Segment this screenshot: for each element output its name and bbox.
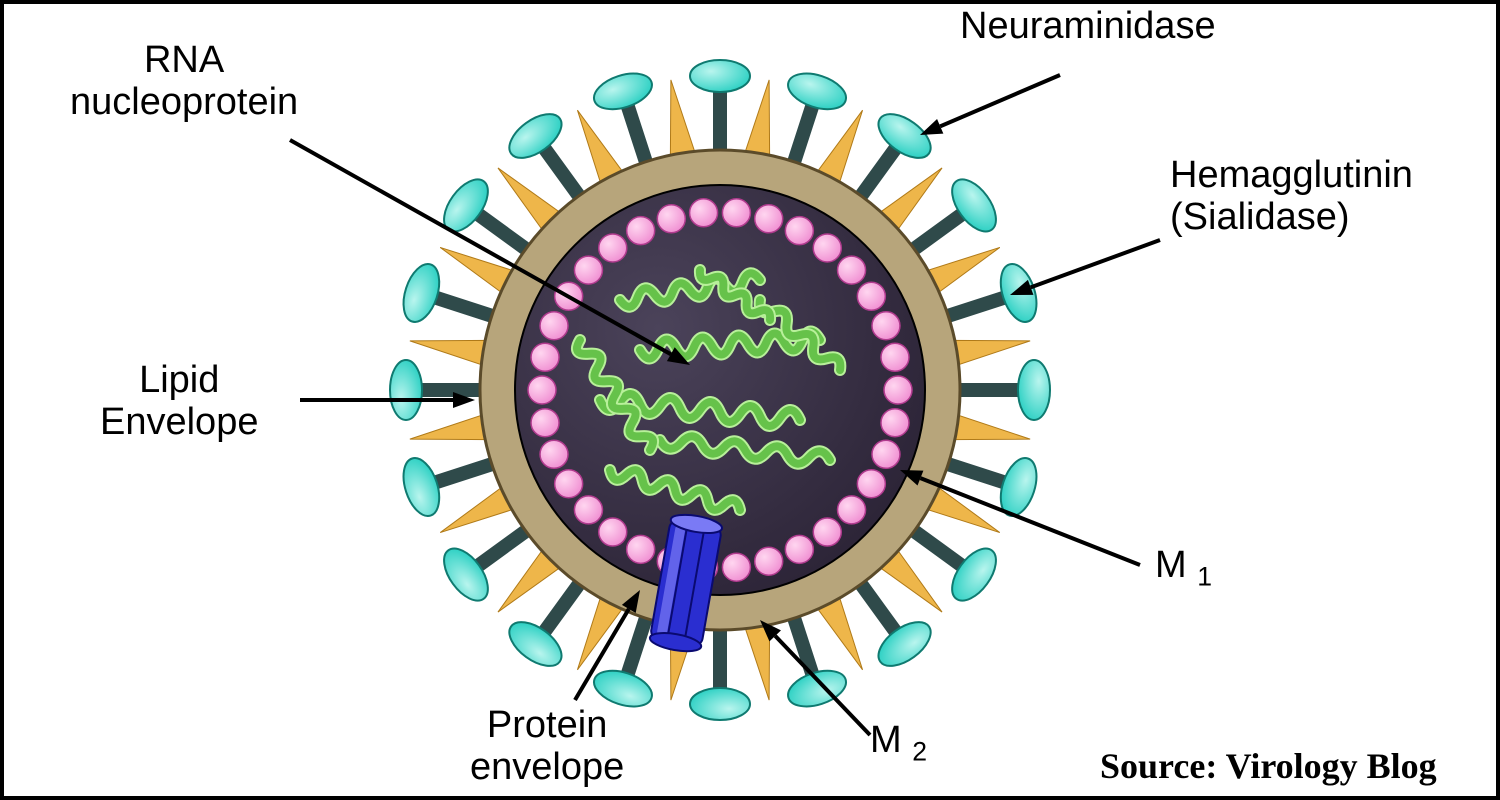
m1-bead xyxy=(540,440,568,468)
label-m1: M 1 xyxy=(1155,545,1212,592)
m1-bead xyxy=(722,553,750,581)
label-rna: RNA nucleoprotein xyxy=(70,40,298,124)
hemagglutinin-spike xyxy=(950,340,1030,366)
hemagglutinin-spike xyxy=(410,340,490,366)
label-neuraminidase: Neuraminidase xyxy=(960,6,1216,48)
neuraminidase-stalk xyxy=(861,584,895,631)
neuraminidase-stalk xyxy=(437,298,492,316)
m1-bead xyxy=(531,343,559,371)
neuraminidase-stalk xyxy=(948,464,1003,482)
neuraminidase-head xyxy=(397,259,446,326)
m1-bead xyxy=(722,199,750,227)
neuraminidase-stalk xyxy=(628,107,646,162)
neuraminidase-stalk xyxy=(794,107,812,162)
label-hemagglutinin: Hemagglutinin (Sialidase) xyxy=(1170,155,1413,239)
neuraminidase-head xyxy=(589,67,656,116)
m1-bead xyxy=(528,376,556,404)
m1-bead xyxy=(881,409,909,437)
m1-bead xyxy=(813,518,841,546)
m1-bead xyxy=(838,496,866,524)
neuraminidase-stalk xyxy=(437,464,492,482)
label-protein: Protein envelope xyxy=(470,705,624,789)
m1-bead xyxy=(531,409,559,437)
neuraminidase-head xyxy=(1018,360,1050,420)
arrow-hemagglutinin xyxy=(1031,240,1160,287)
neuraminidase-stalk xyxy=(479,531,526,565)
m1-bead xyxy=(627,217,655,245)
neuraminidase-head xyxy=(784,67,851,116)
m1-bead xyxy=(599,518,627,546)
m1-bead xyxy=(785,217,813,245)
hemagglutinin-spike xyxy=(410,414,490,440)
neuraminidase-stalk xyxy=(545,584,579,631)
m1-bead xyxy=(813,234,841,262)
m1-bead xyxy=(657,205,685,233)
neuraminidase-head xyxy=(390,360,422,420)
m1-bead xyxy=(755,205,783,233)
m1-bead xyxy=(838,256,866,284)
hemagglutinin-spike xyxy=(670,80,696,160)
neuraminidase-stalk xyxy=(948,298,1003,316)
m1-bead xyxy=(872,312,900,340)
m1-bead xyxy=(884,376,912,404)
neuraminidase-head xyxy=(690,688,750,720)
hemagglutinin-spike xyxy=(744,80,770,160)
neuraminidase-stalk xyxy=(914,215,961,249)
source-credit: Source: Virology Blog xyxy=(1100,745,1437,787)
arrow-neuraminidase xyxy=(940,75,1060,126)
m1-bead xyxy=(881,343,909,371)
m1-bead xyxy=(627,535,655,563)
label-lipid: Lipid Envelope xyxy=(100,360,258,444)
neuraminidase-head xyxy=(397,454,446,521)
hemagglutinin-spike xyxy=(950,414,1030,440)
m1-bead xyxy=(872,440,900,468)
neuraminidase-stalk xyxy=(479,215,526,249)
neuraminidase-stalk xyxy=(628,618,646,673)
m1-bead xyxy=(599,234,627,262)
neuraminidase-head xyxy=(690,60,750,92)
m1-bead xyxy=(755,547,783,575)
m1-bead xyxy=(857,470,885,498)
m1-bead xyxy=(785,535,813,563)
neuraminidase-stalk xyxy=(914,531,961,565)
m1-bead xyxy=(574,256,602,284)
label-m2: M 2 xyxy=(870,720,927,767)
m1-bead xyxy=(857,282,885,310)
m1-bead xyxy=(555,470,583,498)
neuraminidase-stalk xyxy=(545,149,579,196)
m1-bead xyxy=(690,199,718,227)
m1-bead xyxy=(574,496,602,524)
m1-bead xyxy=(540,312,568,340)
neuraminidase-stalk xyxy=(861,149,895,196)
